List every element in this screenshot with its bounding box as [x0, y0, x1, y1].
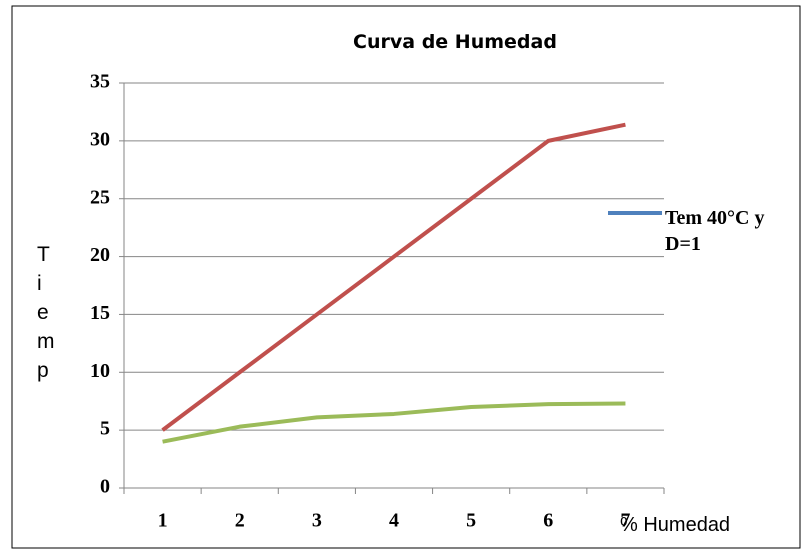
x-tick-label: 4: [389, 510, 399, 532]
x-tick-label: 6: [543, 510, 553, 532]
x-tick-label: 2: [235, 510, 245, 532]
y-tick-label: 10: [90, 360, 110, 382]
x-tick-label: 5: [466, 510, 476, 532]
y-tick-label: 20: [90, 244, 110, 266]
chart-title: Curva de Humedad: [353, 31, 557, 53]
y-tick-label: 0: [100, 476, 110, 498]
x-tick-label: 3: [312, 510, 322, 532]
chart-border: [11, 5, 801, 549]
y-tick-label: 30: [90, 128, 110, 150]
line-series: [161, 122, 626, 432]
y-tick-label: 15: [90, 302, 110, 324]
x-tick-label: 7: [620, 510, 630, 532]
y-tick-label: 5: [100, 418, 110, 440]
legend-label: Tem 40°C y D=1: [665, 207, 765, 255]
y-axis-label: Tiemp: [37, 243, 55, 382]
line-series: [162, 401, 626, 444]
x-tick-label: 1: [158, 510, 168, 532]
x-axis-label: % Humedad: [620, 514, 730, 536]
y-tick-label: 35: [90, 71, 110, 93]
y-tick-label: 25: [90, 186, 110, 208]
